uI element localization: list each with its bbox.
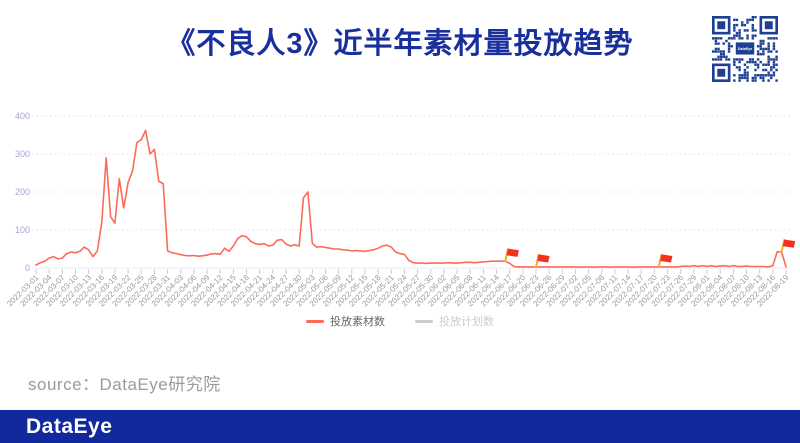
svg-text:200: 200 [15,187,30,197]
dataeye-logo: DataEye [26,415,113,438]
chart-legend: 投放素材数 投放计划数 [0,313,800,329]
qr-code: DataEye [712,16,778,82]
svg-text:DataEye: DataEye [738,47,752,51]
page-title: 《不良人3》近半年素材量投放趋势 [166,28,634,60]
svg-text:100: 100 [15,225,30,235]
source-label: source：DataEye研究院 [28,375,221,394]
footer-bar: DataEye [0,410,800,443]
legend-marker-materials-icon [306,319,324,323]
svg-text:400: 400 [15,111,30,121]
legend-label-materials: 投放素材数 [330,316,385,328]
legend-marker-plans-icon [415,319,433,323]
legend-item-plans[interactable]: 投放计划数 [415,313,494,329]
legend-label-plans: 投放计划数 [439,316,494,328]
legend-item-materials[interactable]: 投放素材数 [306,313,385,329]
chart-area[interactable]: 0 100 200 300 400 2022-03-01 2022-03-04 2022-03… [0,100,800,345]
svg-text:0: 0 [25,263,30,273]
trend-chart[interactable]: 01002003004002022-03-012022-03-042022-03… [0,100,800,345]
svg-text:300: 300 [15,149,30,159]
